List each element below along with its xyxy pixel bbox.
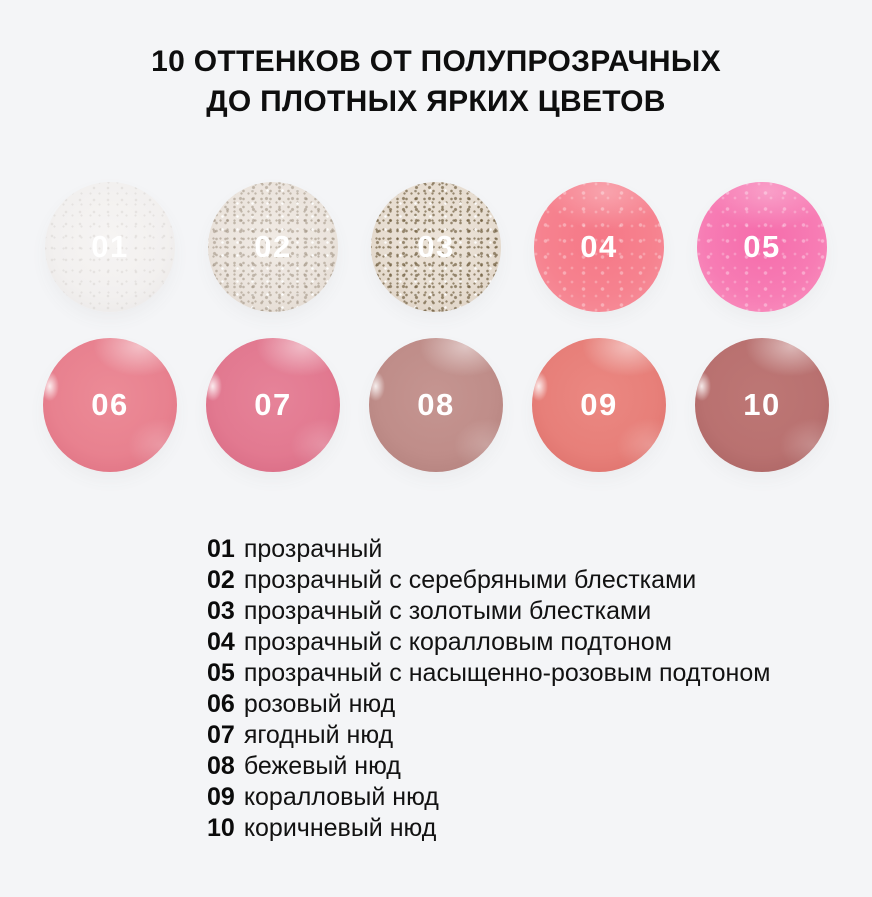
swatch-08-number: 08 [417,387,455,422]
swatch-01: 01 [45,182,175,312]
legend-number: 05 [207,659,235,687]
legend-item-01: 01 прозрачный [207,534,872,565]
legend-label: бежевый нюд [243,752,401,780]
swatch-04-number: 04 [580,229,618,264]
legend-label: коралловый нюд [243,783,439,811]
legend-item-10: 10 коричневый нюд [207,813,872,844]
swatch-05-number: 05 [743,229,781,264]
shade-legend: 01 прозрачный 02 прозрачный с серебряными … [0,534,872,844]
legend-label: розовый нюд [243,690,396,718]
legend-number: 07 [207,721,235,749]
legend-number: 06 [207,690,235,718]
legend-label: прозрачный с насыщенно-розовым подтоном [243,659,771,687]
legend-label: прозрачный с золотыми блестками [243,597,652,625]
swatch-10: 10 [695,338,829,472]
legend-label: коричневый нюд [243,814,437,842]
swatch-09: 09 [532,338,666,472]
swatch-04: 04 [534,182,664,312]
legend-label: прозрачный [243,535,383,563]
legend-item-02: 02 прозрачный с серебряными блестками [207,565,872,596]
legend-item-06: 06 розовый нюд [207,689,872,720]
swatch-09-number: 09 [580,387,618,422]
page-title-line-2: ДО ПЛОТНЫХ ЯРКИХ ЦВЕТОВ [206,85,666,118]
swatch-05: 05 [697,182,827,312]
swatch-06: 06 [43,338,177,472]
legend-number: 03 [207,597,235,625]
legend-label: прозрачный с коралловым подтоном [243,628,672,656]
legend-item-04: 04 прозрачный с коралловым подтоном [207,627,872,658]
legend-number: 09 [207,783,235,811]
legend-item-09: 09 коралловый нюд [207,782,872,813]
legend-item-03: 03 прозрачный с золотыми блестками [207,596,872,627]
swatch-03-number: 03 [417,229,455,264]
legend-label: прозрачный с серебряными блестками [243,566,697,594]
legend-label: ягодный нюд [243,721,394,749]
swatch-06-number: 06 [91,387,129,422]
swatch-01-number: 01 [91,229,129,264]
legend-number: 01 [207,535,235,563]
legend-item-08: 08 бежевый нюд [207,751,872,782]
page-title-line-1: 10 ОТТЕНКОВ ОТ ПОЛУПРОЗРАЧНЫХ [151,45,721,78]
swatch-03: 03 [371,182,501,312]
page-title: 10 ОТТЕНКОВ ОТ ПОЛУПРОЗРАЧНЫХ ДО ПЛОТНЫХ… [0,0,872,122]
swatch-row-top: 01 02 03 04 05 [0,182,872,312]
legend-number: 08 [207,752,235,780]
legend-number: 10 [207,814,235,842]
swatch-02: 02 [208,182,338,312]
legend-number: 02 [207,566,235,594]
swatch-07-number: 07 [254,387,292,422]
legend-item-05: 05 прозрачный с насыщенно-розовым подтоно… [207,658,872,689]
swatch-02-number: 02 [254,229,292,264]
legend-item-07: 07 ягодный нюд [207,720,872,751]
swatch-07: 07 [206,338,340,472]
swatch-08: 08 [369,338,503,472]
swatch-row-bottom: 06 07 08 09 10 [0,338,872,472]
swatch-10-number: 10 [743,387,781,422]
legend-number: 04 [207,628,235,656]
